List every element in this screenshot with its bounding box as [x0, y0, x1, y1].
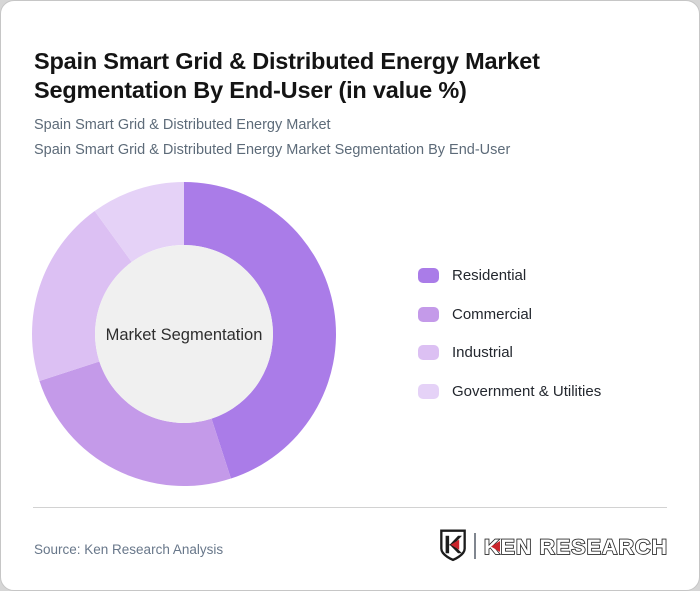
donut-segment-commercial — [39, 361, 231, 486]
chart-subtitle: Spain Smart Grid & Distributed Energy Ma… — [34, 113, 510, 163]
wordmark-red-arrow — [491, 540, 500, 552]
logo-separator — [474, 532, 476, 559]
shield-red-arrow — [450, 539, 460, 550]
ken-research-shield-icon — [440, 529, 466, 562]
legend-item-industrial: Industrial — [418, 344, 601, 361]
subtitle-line-1: Spain Smart Grid & Distributed Energy Ma… — [34, 117, 331, 133]
legend-label-residential: Residential — [452, 267, 527, 284]
donut-segment-residential — [184, 182, 336, 479]
subtitle-line-2: Spain Smart Grid & Distributed Energy Ma… — [34, 142, 511, 158]
brand-text: KEN RESEARCH — [484, 535, 667, 559]
donut-center-circle — [95, 245, 273, 423]
ken-research-logo: KEN RESEARCH — [439, 529, 667, 562]
page-title: Spain Smart Grid & Distributed Energy Ma… — [34, 47, 540, 103]
footer-divider — [33, 507, 667, 508]
donut-center-label: Market Segmentation — [106, 326, 263, 344]
ken-research-wordmark: KEN RESEARCH — [483, 534, 667, 560]
legend-item-government-utilities: Government & Utilities — [418, 382, 602, 400]
legend-swatch-government-utilities — [418, 383, 439, 399]
donut-segment-industrial — [32, 211, 132, 381]
source-text: Source: Ken Research Analysis — [34, 542, 224, 557]
donut-segments-group — [32, 182, 336, 486]
chart-legend: Residential Commercial Industrial Govern… — [418, 267, 602, 422]
legend-swatch-commercial — [418, 306, 439, 322]
legend-label-industrial: Industrial — [452, 344, 513, 361]
legend-label-commercial: Commercial — [452, 305, 533, 323]
legend-item-commercial: Commercial — [418, 305, 601, 323]
donut-chart-svg: Market Segmentation — [32, 182, 336, 486]
legend-item-residential: Residential — [418, 267, 601, 284]
legend-label-government-utilities: Government & Utilities — [452, 382, 602, 400]
donut-chart: Market Segmentation — [32, 182, 336, 486]
donut-segment-government-utilities — [94, 182, 184, 262]
legend-swatch-industrial — [418, 345, 439, 360]
legend-swatch-residential — [418, 268, 439, 283]
